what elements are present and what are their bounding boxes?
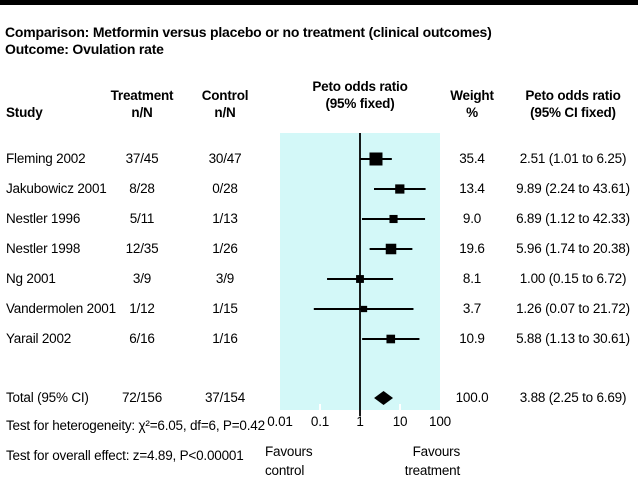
- comparison-title: Comparison: Metformin versus placebo or …: [5, 24, 492, 40]
- control-nn: 1/16: [212, 331, 238, 346]
- or-square-marker: [369, 152, 383, 166]
- weight-value: 8.1: [462, 271, 482, 286]
- control-nn: 1/13: [212, 211, 238, 226]
- control-header-line2: n/N: [214, 105, 236, 120]
- study-name: Yarail 2002: [6, 331, 72, 346]
- plot-area: [280, 133, 440, 416]
- treatment-header-line2: n/N: [131, 105, 153, 120]
- weight-header-line1: Weight: [450, 88, 494, 103]
- study-name: Jakubowicz 2001: [6, 181, 107, 196]
- treatment-nn: 12/35: [125, 241, 159, 256]
- favours-control-label: Favours control: [265, 442, 313, 478]
- forest-plot-canvas: [313, 133, 426, 416]
- or-ci-value: 9.89 (2.24 to 43.61): [516, 181, 630, 196]
- treatment-nn: 8/28: [129, 181, 155, 196]
- study-name: Fleming 2002: [6, 151, 86, 166]
- study-name: Ng 2001: [6, 271, 56, 286]
- control-column-header: Control n/N: [185, 87, 265, 121]
- favours-treatment-line2: treatment: [404, 463, 460, 478]
- weight-column-header: Weight %: [440, 87, 504, 121]
- treatment-nn: 5/11: [129, 211, 155, 226]
- weight-value: 13.4: [459, 181, 485, 196]
- total-treatment-nn: 72/156: [121, 390, 163, 405]
- or-square-marker: [360, 305, 368, 313]
- study-name: Nestler 1996: [6, 211, 81, 226]
- total-control-nn: 37/154: [204, 390, 246, 405]
- control-nn: 0/28: [212, 181, 238, 196]
- or-column-header: Peto odds ratio (95% CI fixed): [498, 87, 638, 121]
- study-column-header: Study: [6, 105, 43, 120]
- total-weight-value: 100.0: [455, 390, 489, 405]
- control-nn: 30/47: [208, 151, 242, 166]
- favours-treatment-line1: Favours: [412, 444, 461, 459]
- heterogeneity-test-text: Test for heterogeneity: χ²=6.05, df=6, P…: [6, 418, 265, 433]
- treatment-nn: 6/16: [129, 331, 155, 346]
- treatment-header-line1: Treatment: [110, 88, 174, 103]
- or-square-marker: [385, 243, 397, 255]
- figure-title: Comparison: Metformin versus placebo or …: [5, 24, 492, 58]
- weight-value: 3.7: [462, 301, 482, 316]
- top-border-bar: [0, 0, 638, 5]
- control-nn: 3/9: [215, 271, 235, 286]
- study-name: Nestler 1998: [6, 241, 81, 256]
- or-square-marker: [356, 275, 364, 283]
- plot-header-line2: (95% fixed): [325, 96, 395, 111]
- x-axis-tick-label: 10: [392, 414, 408, 429]
- weight-header-line2: %: [466, 105, 478, 120]
- control-nn: 1/26: [212, 241, 238, 256]
- x-axis-tick-label: 0.01: [267, 414, 293, 429]
- total-diamond: [374, 391, 394, 405]
- or-ci-value: 6.89 (1.12 to 42.33): [516, 211, 630, 226]
- x-axis-tick-label: 100: [429, 414, 451, 429]
- plot-header-line1: Peto odds ratio: [312, 79, 408, 94]
- study-name: Vandermolen 2001: [6, 301, 116, 316]
- or-header-line1: Peto odds ratio: [525, 88, 621, 103]
- overall-effect-test-text: Test for overall effect: z=4.89, P<0.000…: [6, 448, 244, 463]
- favours-control-line2: control: [265, 463, 305, 478]
- or-ci-value: 1.00 (0.15 to 6.72): [519, 271, 627, 286]
- control-nn: 1/15: [212, 301, 238, 316]
- or-square-marker: [395, 184, 405, 194]
- favours-treatment-label: Favours treatment: [350, 442, 460, 478]
- or-header-line2: (95% CI fixed): [530, 105, 616, 120]
- total-label: Total (95% CI): [6, 390, 89, 405]
- treatment-column-header: Treatment n/N: [102, 87, 182, 121]
- x-axis-tick-label: 0.1: [310, 414, 330, 429]
- weight-value: 19.6: [459, 241, 485, 256]
- outcome-title: Outcome: Ovulation rate: [5, 41, 164, 57]
- or-square-marker: [389, 214, 398, 224]
- or-ci-value: 1.26 (0.07 to 21.72): [516, 301, 630, 316]
- or-ci-value: 5.88 (1.13 to 30.61): [516, 331, 630, 346]
- x-axis-tick-label: 1: [356, 414, 364, 429]
- weight-value: 9.0: [462, 211, 482, 226]
- or-square-marker: [386, 334, 396, 344]
- total-or-ci-value: 3.88 (2.25 to 6.69): [519, 390, 627, 405]
- favours-control-line1: Favours: [265, 444, 313, 459]
- treatment-nn: 3/9: [132, 271, 152, 286]
- weight-value: 35.4: [459, 151, 485, 166]
- plot-column-header: Peto odds ratio (95% fixed): [280, 78, 440, 112]
- or-ci-value: 5.96 (1.74 to 20.38): [516, 241, 630, 256]
- or-ci-value: 2.51 (1.01 to 6.25): [519, 151, 627, 166]
- treatment-nn: 37/45: [125, 151, 159, 166]
- weight-value: 10.9: [459, 331, 485, 346]
- treatment-nn: 1/12: [129, 301, 155, 316]
- control-header-line1: Control: [201, 88, 249, 103]
